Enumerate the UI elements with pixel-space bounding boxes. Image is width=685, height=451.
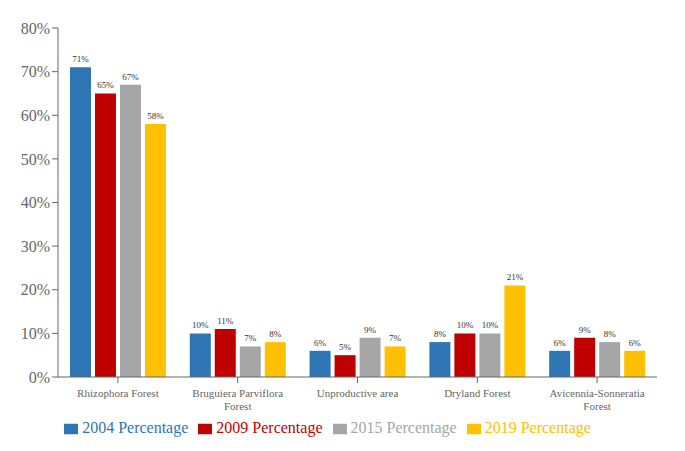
html-text:2009 Percentage: 2009 Percentage [216, 419, 323, 436]
svg-text:30%: 30% [21, 238, 50, 255]
html-text:2004 Percentage: 2004 Percentage [82, 419, 189, 436]
svg-text:10%: 10% [21, 325, 50, 342]
svg-text:8%: 8% [269, 329, 282, 339]
svg-text:7%: 7% [244, 333, 257, 343]
svg-text:60%: 60% [21, 107, 50, 124]
svg-text:65%: 65% [97, 80, 114, 90]
svg-text:11%: 11% [217, 316, 234, 326]
svg-text:80%: 80% [21, 20, 50, 37]
html-text:2019 Percentage: 2019 Percentage [484, 419, 591, 436]
svg-text:Unproductive area: Unproductive area [317, 387, 399, 399]
svg-text:9%: 9% [364, 325, 377, 335]
svg-text:Bruguiera ParvifloraForest: Bruguiera ParvifloraForest [192, 387, 283, 412]
svg-text:Rhizophora Forest: Rhizophora Forest [77, 387, 159, 399]
svg-text:40%: 40% [21, 194, 50, 211]
html-text:2015 Percentage: 2015 Percentage [350, 419, 457, 436]
svg-text:6%: 6% [314, 338, 327, 348]
svg-text:Avicennia-SonneratiaForest: Avicennia-SonneratiaForest [550, 387, 645, 412]
svg-text:21%: 21% [507, 272, 524, 282]
svg-text:8%: 8% [604, 329, 617, 339]
svg-text:20%: 20% [21, 281, 50, 298]
svg-text:6%: 6% [629, 338, 642, 348]
svg-text:8%: 8% [434, 329, 447, 339]
svg-text:67%: 67% [122, 72, 139, 82]
svg-text:70%: 70% [21, 63, 50, 80]
svg-text:10%: 10% [482, 320, 499, 330]
svg-text:71%: 71% [72, 54, 89, 64]
svg-text:7%: 7% [389, 333, 402, 343]
svg-text:58%: 58% [147, 111, 164, 121]
svg-text:50%: 50% [21, 151, 50, 168]
svg-text:10%: 10% [192, 320, 209, 330]
svg-text:Dryland Forest: Dryland Forest [444, 387, 510, 399]
svg-text:10%: 10% [457, 320, 474, 330]
svg-text:0%: 0% [29, 369, 50, 386]
svg-text:6%: 6% [554, 338, 567, 348]
svg-text:5%: 5% [339, 342, 352, 352]
svg-text:9%: 9% [579, 325, 592, 335]
